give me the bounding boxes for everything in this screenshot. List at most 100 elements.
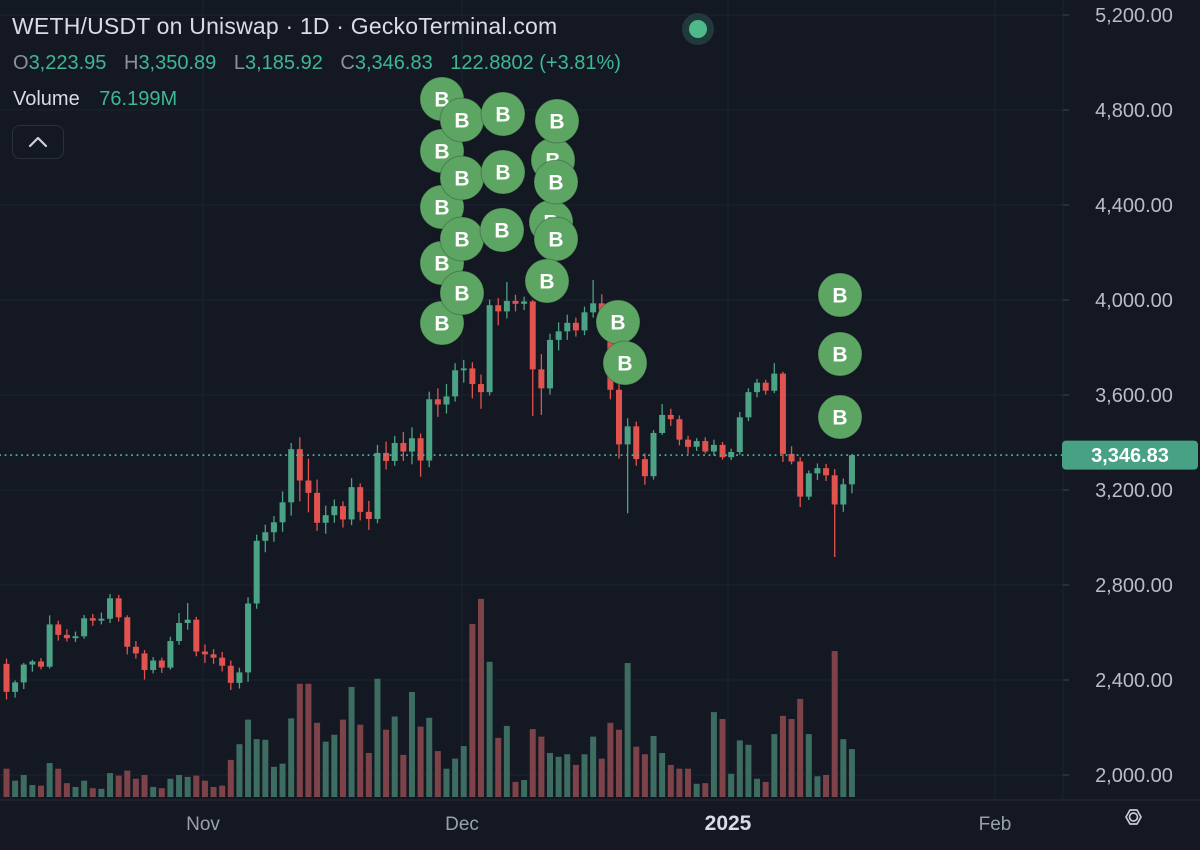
time-tick-label: Feb — [979, 814, 1012, 835]
close-value: 3,346.83 — [354, 52, 433, 74]
chevron-up-icon — [28, 136, 48, 148]
buy-marker[interactable]: B — [439, 270, 485, 316]
high-label: H — [123, 52, 139, 74]
buy-marker[interactable]: B — [602, 340, 648, 386]
candle-body — [702, 441, 709, 452]
candle-body — [434, 399, 441, 405]
buy-marker[interactable]: B — [817, 394, 863, 440]
candle-body — [29, 661, 36, 665]
volume-bar — [158, 788, 165, 797]
candle-body — [736, 417, 743, 452]
buy-marker[interactable]: B — [439, 155, 485, 201]
candle-body — [339, 506, 346, 520]
buy-marker[interactable]: B — [534, 98, 580, 144]
volume-bar — [486, 661, 493, 797]
candle-body — [210, 654, 217, 658]
candle-body — [124, 617, 131, 647]
volume-bar — [72, 786, 79, 797]
buy-marker-circle — [524, 258, 570, 304]
candle-body — [236, 672, 243, 683]
price-axis[interactable]: 5,200.00 4,800.00 4,400.00 4,000.00 3,600.00… — [1063, 5, 1173, 787]
price-scale-settings-button[interactable] — [1117, 803, 1149, 831]
volume-bar — [63, 783, 70, 797]
volume-bar — [20, 774, 27, 797]
candle-body — [754, 382, 761, 393]
volume-bar — [210, 786, 217, 797]
volume-bar — [538, 736, 545, 797]
volume-bar — [38, 785, 45, 797]
volume-bar — [547, 752, 554, 797]
time-axis[interactable]: Nov Dec 2025 Feb — [186, 812, 1011, 835]
volume-bar — [521, 780, 528, 797]
buy-marker-circle — [479, 207, 525, 253]
volume-bar — [227, 759, 234, 797]
high-value: 3,350.89 — [138, 52, 217, 74]
candle-body — [167, 641, 174, 668]
buy-marker-label: B — [495, 162, 510, 185]
candle-body — [676, 419, 683, 440]
candle-body — [564, 322, 571, 332]
buy-marker[interactable]: B — [817, 272, 863, 318]
buy-marker-circle — [817, 394, 863, 440]
volume-bar — [788, 719, 795, 797]
buy-marker[interactable]: B — [817, 331, 863, 377]
volume-bar — [184, 776, 191, 797]
volume-bar — [322, 741, 329, 797]
buy-marker-label: B — [548, 172, 563, 195]
volume-bar — [676, 768, 683, 797]
volume-bar — [659, 752, 666, 797]
buy-marker-label: B — [832, 344, 847, 367]
candle-body — [132, 646, 139, 654]
collapse-panel-button[interactable] — [12, 125, 64, 159]
candle-body — [150, 660, 157, 671]
volume-bar — [848, 749, 855, 797]
candle-body — [823, 468, 830, 476]
volume-bar — [288, 718, 295, 797]
volume-bar — [400, 754, 407, 797]
candle-body — [581, 312, 588, 331]
buy-marker-label: B — [454, 283, 469, 306]
candle-body — [771, 373, 778, 391]
volume-bar — [650, 735, 657, 797]
volume-bar — [279, 763, 286, 797]
volume-bar — [779, 715, 786, 797]
candle-body — [365, 511, 372, 519]
buy-marker[interactable]: B — [480, 149, 526, 195]
candle-body — [20, 664, 27, 683]
candle-body — [279, 502, 286, 523]
buy-marker-circle — [480, 91, 526, 137]
candle-body — [659, 414, 666, 433]
candle-body — [314, 492, 321, 523]
buy-marker-circle — [534, 98, 580, 144]
buy-marker[interactable]: B — [439, 97, 485, 143]
volume-bar — [305, 683, 312, 797]
buy-marker[interactable]: B — [533, 216, 579, 262]
volume-bar — [124, 770, 131, 797]
volume-bar — [115, 775, 122, 797]
candle-body — [805, 473, 812, 497]
volume-bar — [469, 624, 476, 797]
buy-marker[interactable]: B — [480, 91, 526, 137]
low-label: L — [233, 52, 245, 74]
buy-marker-label: B — [494, 220, 509, 243]
buy-marker[interactable]: B — [533, 159, 579, 205]
candle-body — [331, 506, 338, 516]
candle-body — [572, 322, 579, 331]
buy-marker-circle — [533, 159, 579, 205]
volume-bar — [12, 780, 19, 797]
buy-marker[interactable]: B — [439, 216, 485, 262]
buy-marker[interactable]: B — [595, 299, 641, 345]
buy-marker[interactable]: B — [479, 207, 525, 253]
buy-marker-label: B — [495, 104, 510, 127]
volume-bar — [685, 768, 692, 797]
volume-bar — [331, 734, 338, 797]
price-tick-label: 2,800.00 — [1095, 575, 1173, 597]
volume-label: Volume — [13, 88, 80, 110]
volume-bar — [98, 788, 105, 797]
price-tick-label: 4,400.00 — [1095, 195, 1173, 217]
volume-bar — [262, 739, 269, 797]
buy-marker[interactable]: B — [524, 258, 570, 304]
volume-bar — [702, 783, 709, 797]
volume-bar — [314, 722, 321, 797]
